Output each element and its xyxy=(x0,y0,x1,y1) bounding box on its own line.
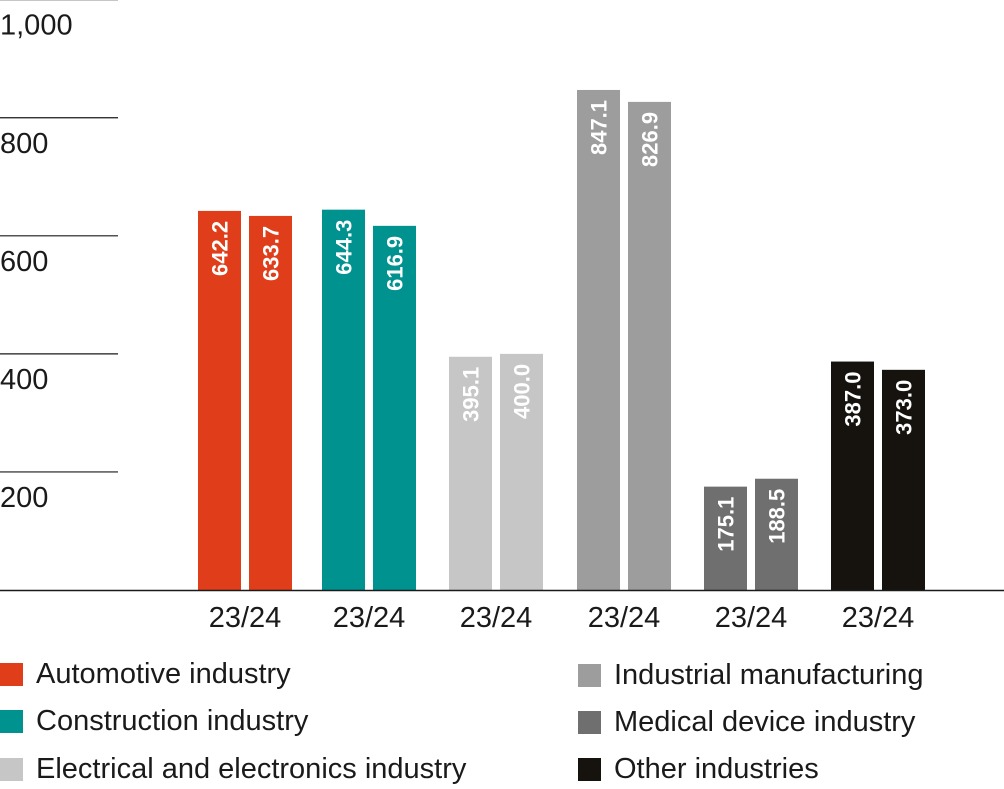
bar xyxy=(500,353,543,590)
bar-data-label: 616.9 xyxy=(383,236,408,291)
bar-data-label: 175.1 xyxy=(714,497,739,552)
bar xyxy=(628,101,671,591)
legend-swatch xyxy=(0,757,23,781)
legend-label: Industrial manufacturing xyxy=(614,658,924,691)
legend-label: Medical device industry xyxy=(614,705,916,738)
x-tick-label: 23/24 xyxy=(588,602,661,634)
x-tick-labels: 23/24 23/24 23/24 23/24 23/24 23/24 xyxy=(209,602,915,634)
legend-item-other: Other industries xyxy=(578,749,819,789)
y-tick-labels: 200 400 600 800 1,000 xyxy=(0,10,73,514)
bars: 642.2 633.7 644.3 616.9 395.1 400.0 847.1 826.9… xyxy=(198,89,925,591)
y-tick-label: 200 xyxy=(0,482,48,514)
bar-chart: 200 400 600 800 1,000 642.2 633.7 644.3 616.9 39… xyxy=(0,0,1004,634)
bar-data-label: 373.0 xyxy=(892,380,917,435)
bar xyxy=(249,215,292,591)
legend-item-construction: Construction industry xyxy=(0,701,308,741)
legend-item-automotive: Automotive industry xyxy=(0,654,291,694)
legend-swatch xyxy=(578,663,601,687)
y-gridlines xyxy=(0,0,118,473)
y-tick-label: 400 xyxy=(0,364,48,396)
bar-data-label: 387.0 xyxy=(841,372,866,427)
bar-data-label: 395.1 xyxy=(459,367,484,422)
x-tick-label: 23/24 xyxy=(842,602,915,634)
legend-swatch xyxy=(0,709,23,733)
bar-data-label: 826.9 xyxy=(638,112,663,167)
bar xyxy=(704,486,747,590)
bar xyxy=(373,225,416,590)
bar-data-label: 644.3 xyxy=(332,220,357,275)
bar xyxy=(755,478,798,590)
x-tick-label: 23/24 xyxy=(209,602,282,634)
bar xyxy=(449,356,492,590)
y-tick-label: 1,000 xyxy=(0,10,73,42)
legend-label: Automotive industry xyxy=(36,657,291,690)
legend: Automotive industry Construction industr… xyxy=(0,652,1004,787)
bar xyxy=(831,361,874,590)
bar-data-label: 633.7 xyxy=(259,226,284,281)
bar xyxy=(882,369,925,590)
bar xyxy=(198,210,241,590)
x-tick-label: 23/24 xyxy=(715,602,788,634)
legend-label: Other industries xyxy=(614,752,819,785)
legend-swatch xyxy=(578,710,601,734)
bar-data-label: 188.5 xyxy=(765,489,790,544)
legend-item-industrial: Industrial manufacturing xyxy=(578,655,924,695)
x-tick-label: 23/24 xyxy=(333,602,406,634)
legend-swatch xyxy=(578,757,601,781)
legend-swatch xyxy=(0,662,23,686)
legend-label: Electrical and electronics industry xyxy=(36,752,467,785)
legend-item-electrical: Electrical and electronics industry xyxy=(0,749,466,789)
y-tick-label: 800 xyxy=(0,128,48,160)
bar-data-label: 400.0 xyxy=(510,364,535,419)
legend-label: Construction industry xyxy=(36,704,309,737)
bar xyxy=(322,209,365,590)
bar-data-label: 847.1 xyxy=(587,100,612,155)
bar-data-label: 642.2 xyxy=(207,221,232,276)
y-tick-label: 600 xyxy=(0,246,48,278)
x-tick-label: 23/24 xyxy=(460,602,533,634)
legend-item-medical: Medical device industry xyxy=(578,702,915,742)
bar xyxy=(577,89,620,590)
